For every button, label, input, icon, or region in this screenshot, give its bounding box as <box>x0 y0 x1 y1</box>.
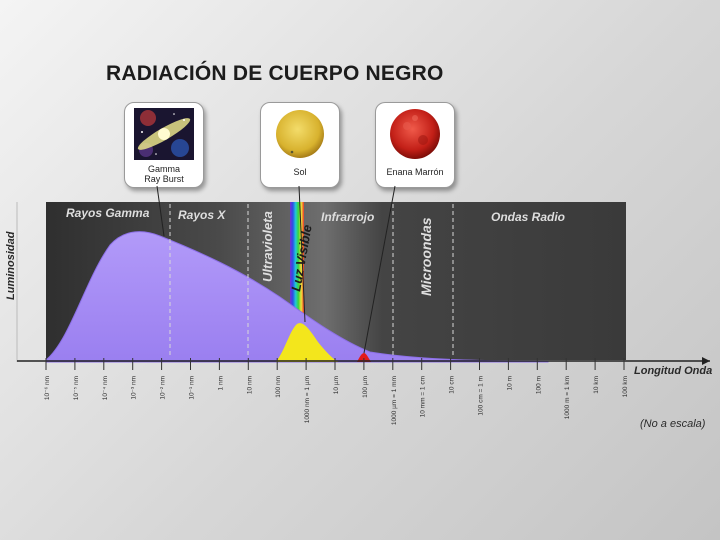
tick-label: 10 m <box>506 376 513 390</box>
sun-caption: Sol <box>293 167 307 177</box>
tick-label: 10 nm <box>246 376 253 394</box>
label-ultraviolet: Ultravioleta <box>260 211 275 282</box>
x-axis-label: Longitud Onda <box>634 365 712 377</box>
brown-dwarf-image <box>390 109 440 159</box>
tick-label: 10⁻⁶ nm <box>44 376 51 400</box>
sun-image <box>276 110 324 158</box>
gamma-ray-burst-curve <box>45 231 549 363</box>
brown-dwarf-caption: Enana Marrón <box>386 167 444 177</box>
sun-curve <box>276 323 338 362</box>
tick-label: 10⁻¹ nm <box>189 376 196 400</box>
gamma-caption: Gamma Ray Burst <box>144 164 184 184</box>
tick-label: 1000 nm = 1 µm <box>304 376 311 423</box>
wavelength-ticks: 10⁻⁶ nm 10⁻⁵ nm 10⁻⁴ nm 10⁻³ nm 10⁻² nm 10⁻¹ … <box>44 358 629 425</box>
tick-label: 100 cm = 1 m <box>478 376 485 416</box>
label-radio-waves: Ondas Radio <box>491 210 565 224</box>
label-x-rays: Rayos X <box>178 208 226 222</box>
tick-label: 10⁻² nm <box>160 376 167 400</box>
tick-label: 100 km <box>622 376 629 397</box>
tick-label: 1 nm <box>217 376 224 390</box>
pointer-lines <box>156 185 396 354</box>
tick-label: 100 nm <box>275 376 282 398</box>
tick-label: 10 cm <box>449 376 456 394</box>
y-axis-label: Luminosidad <box>5 231 17 300</box>
tick-label: 1000 m = 1 km <box>564 376 571 419</box>
tick-label: 10⁻⁵ nm <box>73 376 80 400</box>
sun-thumbnail: Sol <box>260 102 340 188</box>
galaxy-image <box>134 108 194 160</box>
label-infrared: Infrarrojo <box>321 210 374 224</box>
tick-label: 10 mm = 1 cm <box>420 376 427 417</box>
brown-dwarf-curve <box>357 353 371 362</box>
label-microwaves: Microondas <box>418 217 434 296</box>
brown-dwarf-thumbnail: Enana Marrón <box>375 102 455 188</box>
tick-label: 1000 µm = 1 mm <box>391 376 398 425</box>
tick-label: 10 µm <box>333 376 340 394</box>
tick-label: 10 km <box>593 376 600 394</box>
scale-note: (No a escala) <box>640 418 706 430</box>
gamma-ray-burst-thumbnail: Gamma Ray Burst <box>124 102 204 188</box>
label-gamma-rays: Rayos Gamma <box>66 206 150 220</box>
tick-label: 10⁻⁴ nm <box>102 376 109 400</box>
tick-label: 100 µm <box>362 376 369 398</box>
tick-label: 100 m <box>535 376 542 394</box>
tick-label: 10⁻³ nm <box>131 376 138 400</box>
region-dividers <box>169 204 454 358</box>
page-title: RADIACIÓN DE CUERPO NEGRO <box>106 62 444 85</box>
